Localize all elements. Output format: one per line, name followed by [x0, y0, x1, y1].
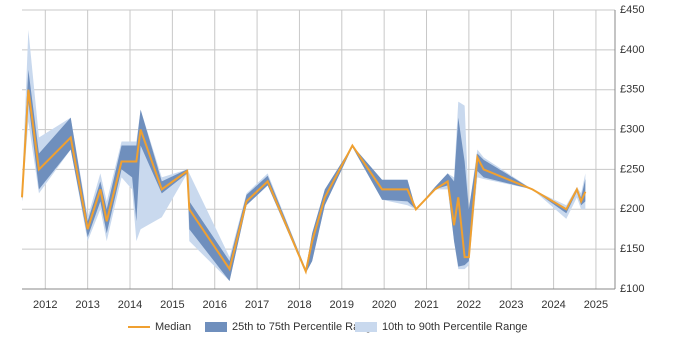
y-tick-label: £150 [620, 243, 644, 255]
x-tick-label: 2022 [457, 299, 481, 311]
legend-label: Median [155, 321, 191, 333]
y-tick-label: £450 [620, 4, 644, 16]
median-line [21, 89, 587, 275]
x-tick-label: 2014 [118, 299, 142, 311]
legend-label: 10th to 90th Percentile Range [382, 321, 528, 333]
x-tick-label: 2013 [75, 299, 99, 311]
x-tick-label: 2015 [160, 299, 184, 311]
legend-label: 25th to 75th Percentile Range [232, 321, 378, 333]
x-tick-label: 2012 [33, 299, 57, 311]
x-tick-label: 2016 [202, 299, 226, 311]
x-tick-label: 2017 [245, 299, 269, 311]
x-tick-label: 2021 [414, 299, 438, 311]
y-tick-label: £400 [620, 44, 644, 56]
x-tick-label: 2024 [541, 299, 565, 311]
range-area [22, 29, 586, 282]
y-tick-label: £250 [620, 163, 644, 175]
x-tick-label: 2025 [584, 299, 608, 311]
legend-swatch [205, 322, 227, 332]
y-tick-label: £350 [620, 84, 644, 96]
x-tick-label: 2018 [287, 299, 311, 311]
y-tick-label: £300 [620, 123, 644, 135]
x-tick-label: 2023 [499, 299, 523, 311]
range-area [22, 69, 586, 282]
x-tick-label: 2020 [372, 299, 396, 311]
legend-swatch [355, 322, 377, 332]
x-tick-label: 2019 [330, 299, 354, 311]
y-tick-label: £100 [620, 283, 644, 295]
y-tick-label: £200 [620, 203, 644, 215]
